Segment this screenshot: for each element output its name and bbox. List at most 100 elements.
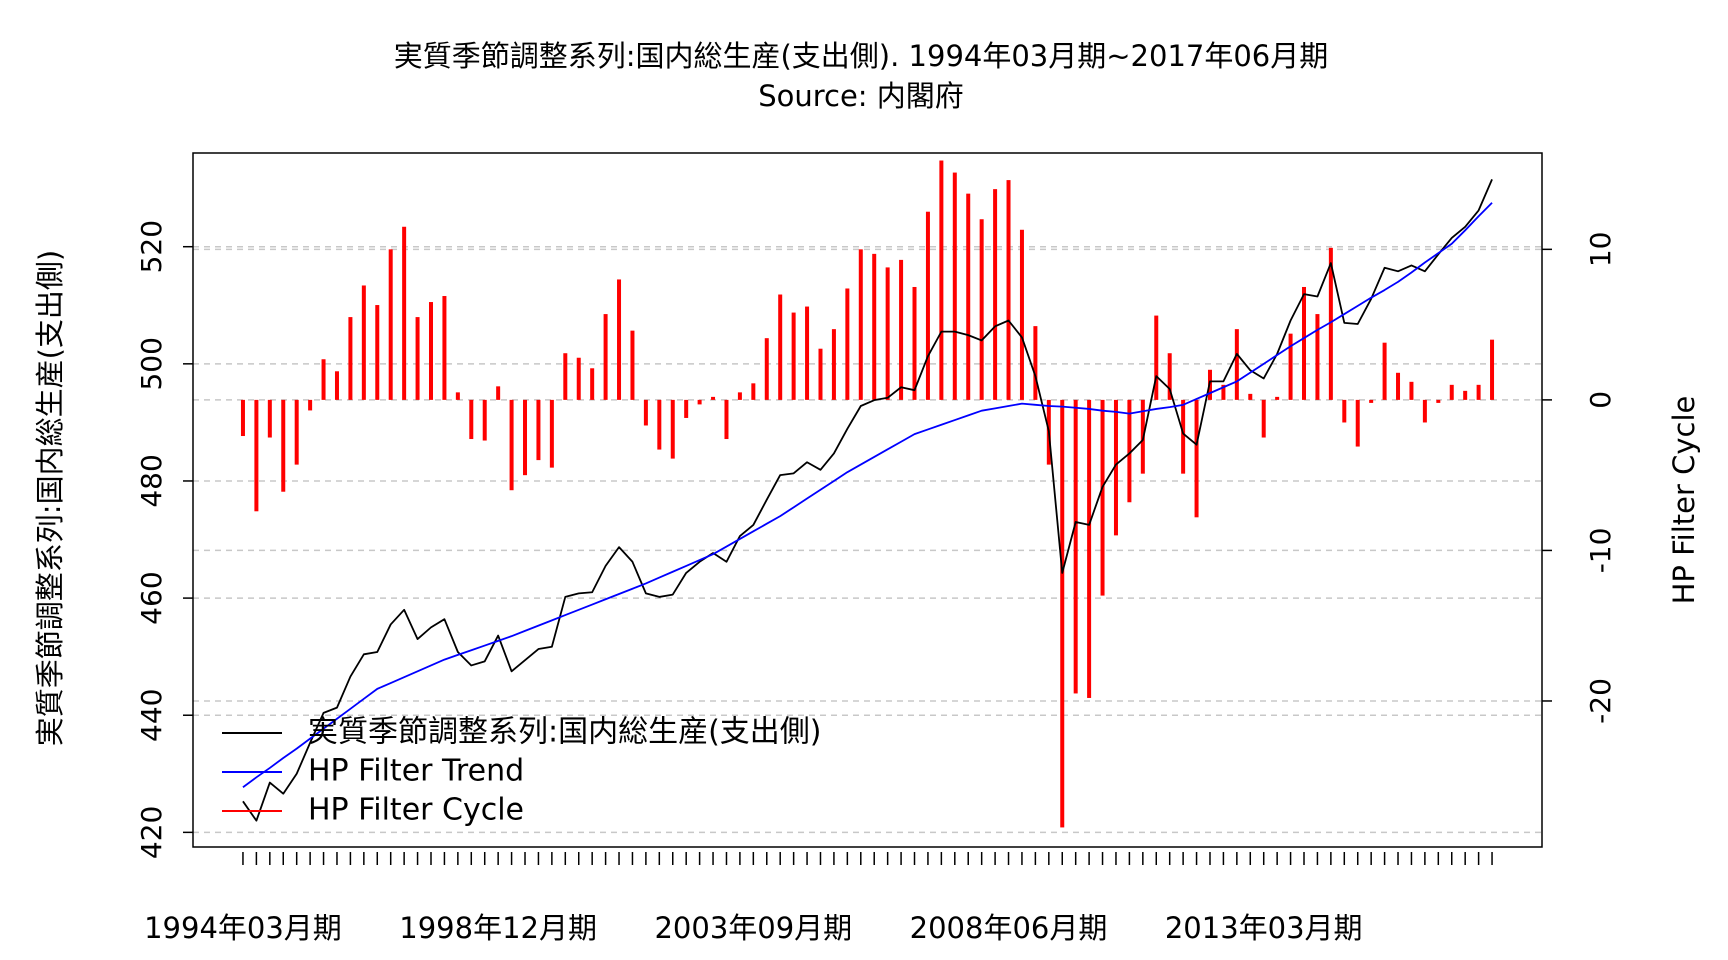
bar <box>1315 314 1320 400</box>
bar <box>1449 384 1454 400</box>
x-tick-label: 2008年06月期 <box>910 911 1108 945</box>
bar <box>375 305 380 400</box>
bar <box>1154 315 1159 400</box>
bar <box>925 211 930 400</box>
bar <box>240 399 245 437</box>
bar <box>334 371 339 400</box>
bar <box>1463 390 1468 400</box>
bar <box>1221 384 1226 400</box>
bar <box>1422 399 1427 423</box>
bar <box>952 172 957 400</box>
bar <box>1113 399 1118 536</box>
bar <box>657 399 662 450</box>
bar <box>1261 399 1266 438</box>
bar <box>1382 342 1387 400</box>
bar <box>482 399 487 441</box>
bar <box>1181 399 1186 474</box>
x-tick-label: 2013年03月期 <box>1165 911 1363 945</box>
bar <box>845 288 850 400</box>
bar <box>1060 399 1065 828</box>
bar <box>1396 372 1401 400</box>
bar <box>308 399 313 411</box>
y-axis-label: 実質季節調整系列:国内総生産(支出側) <box>33 250 67 746</box>
bar <box>805 306 810 400</box>
legend: 実質季節調整系列:国内総生産(支出側) HP Filter Trend HP Fil… <box>222 715 822 828</box>
bar <box>711 396 716 400</box>
bar <box>442 296 447 400</box>
y-tick-label: 440 <box>135 689 168 742</box>
y2-tick-label: 10 <box>1584 232 1617 268</box>
bar <box>1436 399 1441 403</box>
y2-axis-label: HP Filter Cycle <box>1667 396 1701 605</box>
bar <box>348 317 353 400</box>
bar <box>1127 399 1132 503</box>
y-tick-label: 460 <box>135 571 168 624</box>
bar <box>267 399 272 438</box>
bar <box>1167 353 1172 400</box>
y-tick-label: 500 <box>135 337 168 390</box>
legend-label: HP Filter Trend <box>308 754 524 789</box>
bar <box>831 329 836 400</box>
bar <box>254 399 259 512</box>
bar <box>1100 399 1105 596</box>
y-tick-label: 420 <box>135 806 168 859</box>
bar <box>415 317 420 400</box>
bar <box>1073 399 1078 694</box>
y2-tick-label: -20 <box>1584 678 1617 724</box>
bar <box>858 249 863 400</box>
bar <box>281 399 286 492</box>
bar <box>1302 286 1307 400</box>
bar <box>536 399 541 461</box>
bar <box>603 314 608 400</box>
bar <box>563 353 568 400</box>
chart-title: 実質季節調整系列:国内総生産(支出側). 1994年03月期~2017年06月期 <box>394 39 1329 73</box>
bar <box>697 399 702 405</box>
bar <box>1194 399 1199 518</box>
bar <box>939 160 944 400</box>
bar <box>1476 384 1481 400</box>
bar <box>402 226 407 400</box>
bar <box>388 249 393 400</box>
bar <box>1409 381 1414 400</box>
x-tick-label: 2003年09月期 <box>654 911 852 945</box>
bar <box>1248 393 1253 400</box>
bar <box>523 399 528 476</box>
x-tick-label: 1994年03月期 <box>144 911 342 945</box>
bar <box>321 359 326 400</box>
bar <box>993 189 998 400</box>
bar <box>1342 399 1347 423</box>
bar <box>872 253 877 400</box>
bar <box>899 259 904 400</box>
bar <box>885 267 890 400</box>
bar <box>1087 399 1092 698</box>
line-series <box>242 178 1493 822</box>
bar <box>496 386 501 400</box>
chart-subtitle: Source: 内閣府 <box>758 79 964 113</box>
bar <box>979 219 984 400</box>
x-tick-label: 1998年12月期 <box>399 911 597 945</box>
y-tick-label: 480 <box>135 454 168 507</box>
bar <box>751 383 756 400</box>
bar <box>791 312 796 400</box>
bar <box>1288 333 1293 400</box>
bar <box>617 279 622 400</box>
bar <box>576 357 581 400</box>
bar <box>469 399 474 440</box>
bar <box>764 338 769 400</box>
bar <box>1490 339 1495 400</box>
bar <box>778 294 783 400</box>
legend-label: HP Filter Cycle <box>308 793 524 828</box>
bar <box>737 392 742 400</box>
bar <box>455 392 460 400</box>
bar <box>509 399 514 491</box>
bar <box>549 399 554 468</box>
bar <box>1328 247 1333 400</box>
bar <box>912 286 917 400</box>
y2-tick-label: -10 <box>1584 528 1617 574</box>
plot-frame <box>192 152 1543 848</box>
bar <box>294 399 299 465</box>
bar <box>1234 329 1239 400</box>
bar <box>361 285 366 400</box>
